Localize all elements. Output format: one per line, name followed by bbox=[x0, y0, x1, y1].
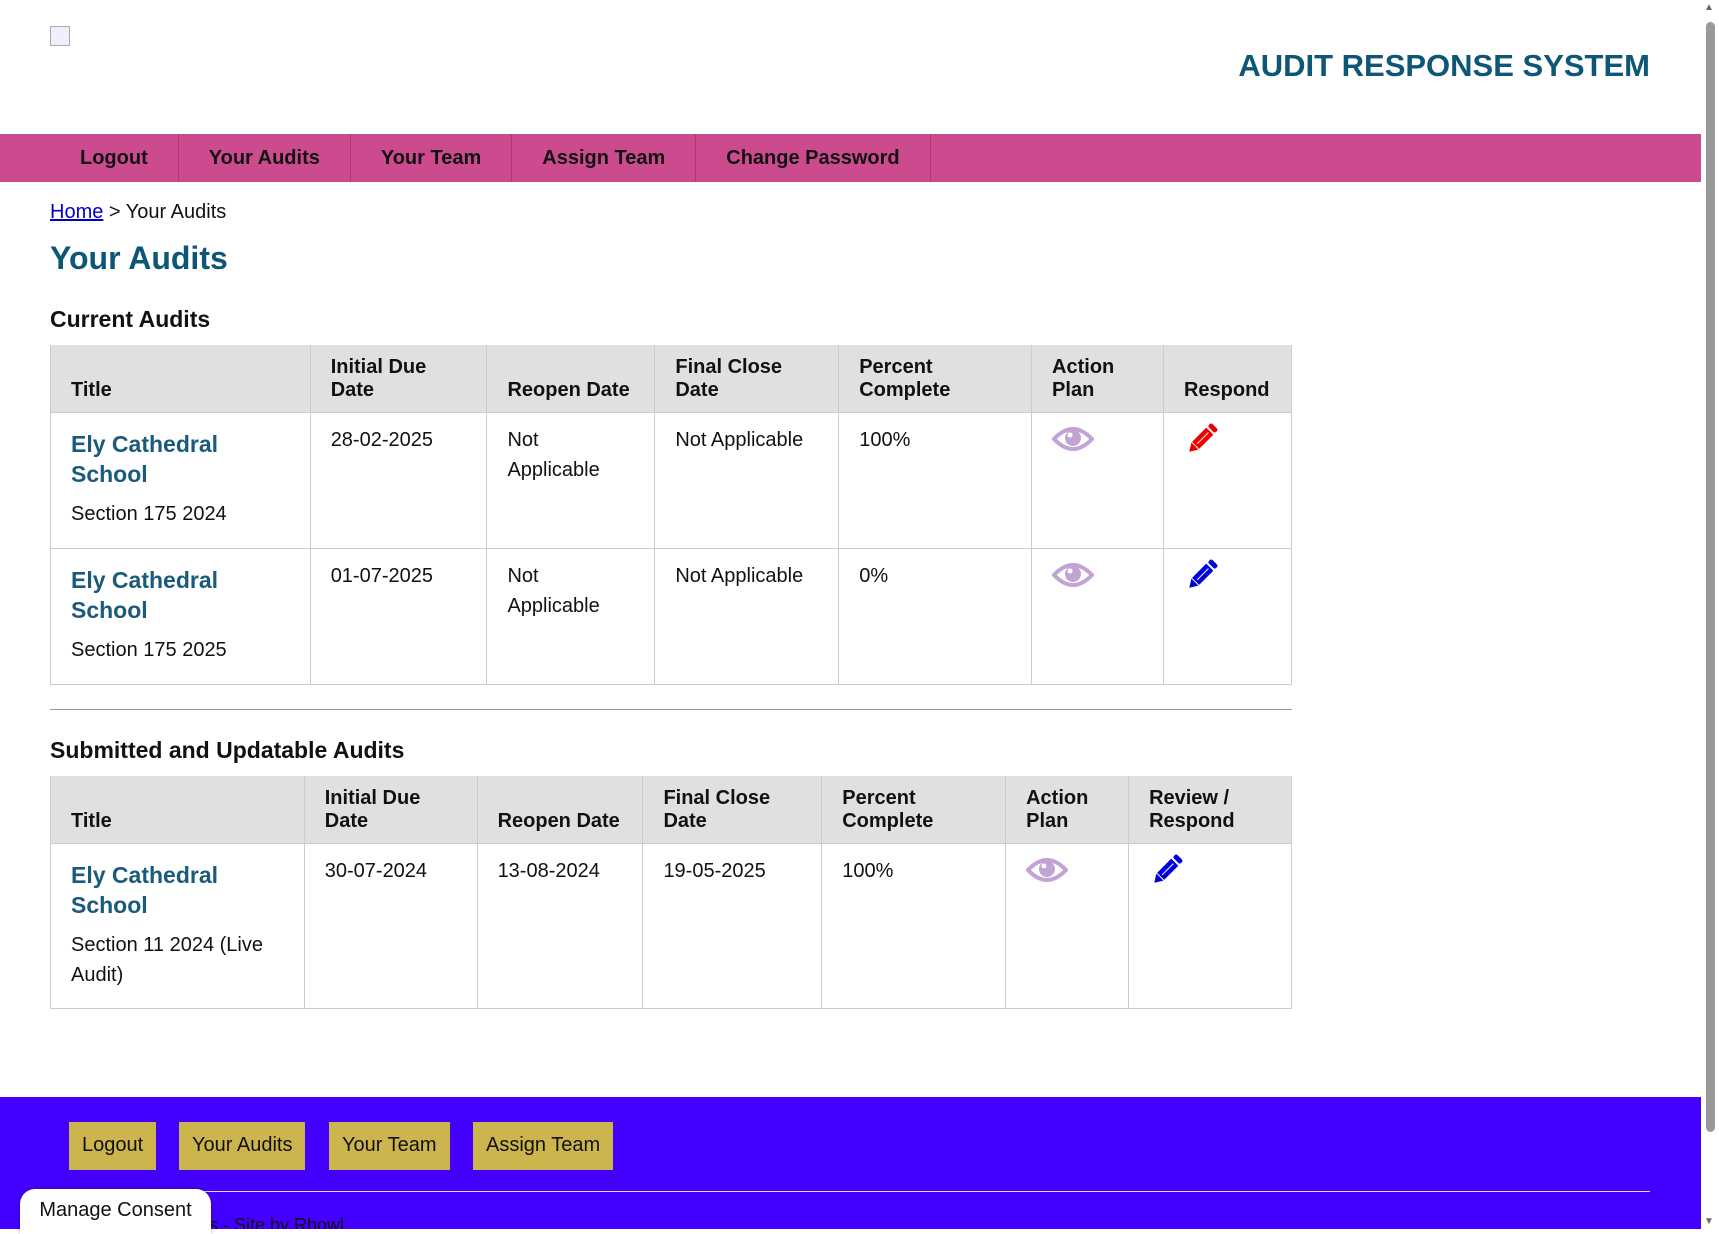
reopen-date-cell: Not Applicable bbox=[486, 547, 656, 685]
scrollbar-thumb[interactable] bbox=[1706, 22, 1715, 1132]
respond-cell bbox=[1128, 842, 1292, 1009]
reopen-date-cell: 13-08-2024 bbox=[476, 842, 644, 1009]
column-header: Title bbox=[50, 776, 305, 843]
audit-name-link[interactable]: Ely Cathedral School bbox=[71, 430, 218, 487]
column-header: Review / Respond bbox=[1128, 776, 1292, 843]
nav-your-audits[interactable]: Your Audits bbox=[179, 134, 351, 182]
nav-assign-team[interactable]: Assign Team bbox=[512, 134, 697, 182]
audit-section: Section 11 2024 (Live Audit) bbox=[71, 933, 263, 986]
eye-icon[interactable] bbox=[1026, 856, 1069, 884]
footer-your-team-button[interactable]: Your Team bbox=[329, 1122, 450, 1170]
pencil-icon[interactable] bbox=[1184, 557, 1220, 593]
column-header: Action Plan bbox=[1031, 345, 1164, 412]
due-date-cell: 30-07-2024 bbox=[303, 842, 478, 1009]
footer-credit: its - Site by Rhowl bbox=[200, 1215, 345, 1229]
audit-name-link[interactable]: Ely Cathedral School bbox=[71, 566, 218, 623]
pencil-icon[interactable] bbox=[1184, 421, 1220, 457]
action-plan-cell bbox=[1005, 842, 1130, 1009]
action-plan-cell bbox=[1031, 411, 1164, 549]
table-row: Ely Cathedral School Section 11 2024 (Liv… bbox=[50, 842, 1292, 1009]
current-audits-heading: Current Audits bbox=[50, 306, 211, 332]
column-header: Final Close Date bbox=[642, 776, 823, 843]
close-date-cell: 19-05-2025 bbox=[642, 842, 823, 1009]
section-divider bbox=[50, 709, 1292, 710]
scroll-down-icon[interactable]: ▼ bbox=[1704, 1216, 1714, 1227]
respond-cell bbox=[1162, 411, 1293, 549]
footer-your-audits-button[interactable]: Your Audits bbox=[179, 1122, 306, 1170]
page-title: Your Audits bbox=[50, 240, 228, 276]
app-title: AUDIT RESPONSE SYSTEM bbox=[1238, 48, 1650, 83]
column-header: Reopen Date bbox=[476, 776, 644, 843]
footer-logout-button[interactable]: Logout bbox=[69, 1122, 157, 1170]
breadcrumb-current: Your Audits bbox=[125, 201, 227, 223]
column-header: Percent Complete bbox=[821, 776, 1007, 843]
action-plan-cell bbox=[1031, 547, 1164, 685]
column-header: Title bbox=[50, 345, 311, 412]
audit-name-link[interactable]: Ely Cathedral School bbox=[71, 861, 218, 918]
scroll-up-icon[interactable]: ▲ bbox=[1704, 2, 1714, 13]
close-date-cell: Not Applicable bbox=[654, 547, 840, 685]
logo-image bbox=[50, 26, 70, 46]
title-cell: Ely Cathedral School Section 11 2024 (Liv… bbox=[50, 842, 305, 1009]
column-header: Reopen Date bbox=[486, 345, 656, 412]
due-date-cell: 01-07-2025 bbox=[309, 547, 488, 685]
manage-consent-button[interactable]: Manage Consent bbox=[20, 1189, 211, 1234]
respond-cell bbox=[1162, 547, 1293, 685]
column-header: Respond bbox=[1162, 345, 1293, 412]
submitted-audits-heading: Submitted and Updatable Audits bbox=[50, 737, 405, 763]
title-cell: Ely Cathedral School Section 175 2025 bbox=[50, 547, 311, 685]
current-audits-table: Title Initial Due Date Reopen Date Final Cl… bbox=[50, 345, 1293, 685]
due-date-cell: 28-02-2025 bbox=[309, 411, 488, 549]
submitted-audits-table: Title Initial Due Date Reopen Date Final Cl… bbox=[50, 776, 1292, 1009]
audit-section: Section 175 2025 bbox=[71, 638, 227, 661]
percent-cell: 0% bbox=[838, 547, 1033, 685]
close-date-cell: Not Applicable bbox=[654, 411, 840, 549]
title-cell: Ely Cathedral School Section 175 2024 bbox=[50, 411, 311, 549]
table-row: Ely Cathedral School Section 175 2025 01-… bbox=[50, 547, 1293, 685]
breadcrumb: Home > Your Audits bbox=[50, 201, 226, 224]
main-nav: Logout Your Audits Your Team Assign Team… bbox=[0, 134, 1701, 182]
reopen-date-cell: Not Applicable bbox=[486, 411, 656, 549]
percent-cell: 100% bbox=[821, 842, 1007, 1009]
table-row: Ely Cathedral School Section 175 2024 28-… bbox=[50, 411, 1293, 549]
column-header: Final Close Date bbox=[654, 345, 840, 412]
column-header: Action Plan bbox=[1005, 776, 1130, 843]
column-header: Initial Due Date bbox=[309, 345, 488, 412]
pencil-icon[interactable] bbox=[1149, 852, 1185, 888]
percent-cell: 100% bbox=[838, 411, 1033, 549]
breadcrumb-separator: > bbox=[103, 201, 126, 223]
nav-your-team[interactable]: Your Team bbox=[351, 134, 513, 182]
column-header: Percent Complete bbox=[838, 345, 1033, 412]
nav-change-password[interactable]: Change Password bbox=[696, 134, 931, 182]
eye-icon[interactable] bbox=[1052, 425, 1095, 453]
eye-icon[interactable] bbox=[1052, 561, 1095, 589]
column-header: Initial Due Date bbox=[303, 776, 478, 843]
footer-assign-team-button[interactable]: Assign Team bbox=[473, 1122, 614, 1170]
scrollbar[interactable]: ▲ ▼ bbox=[1701, 0, 1719, 1229]
audit-section: Section 175 2024 bbox=[71, 502, 227, 525]
nav-logout[interactable]: Logout bbox=[50, 134, 179, 182]
breadcrumb-home[interactable]: Home bbox=[50, 201, 104, 223]
footer: Logout Your Audits Your Team Assign Team… bbox=[0, 1097, 1701, 1229]
footer-divider bbox=[50, 1191, 1650, 1192]
